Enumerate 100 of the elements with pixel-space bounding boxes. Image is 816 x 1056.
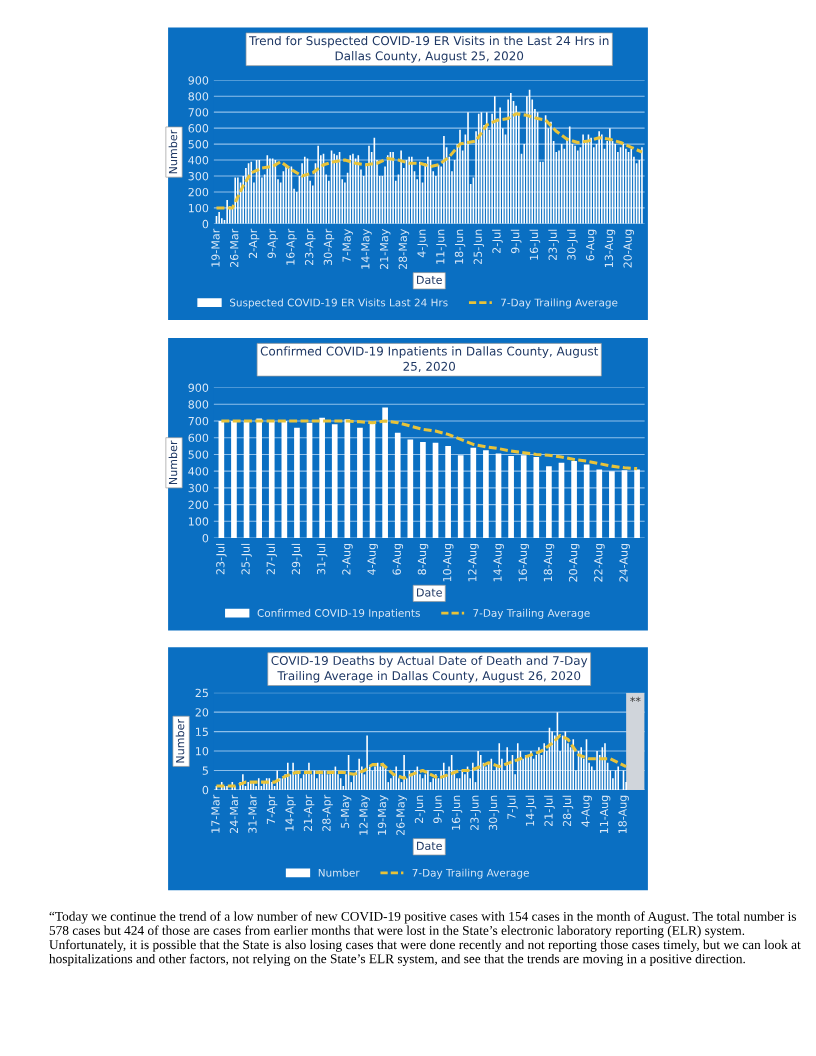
x-tick-label: 18-Jun (454, 229, 466, 264)
y-tick-label: 25 (195, 688, 208, 698)
x-tick-label: 9-Jun (433, 795, 444, 824)
x-tick-label: 19-Mar (211, 228, 220, 267)
x-tick-label: 11-Jun (436, 229, 447, 264)
y-tick-label: 600 (188, 124, 209, 133)
chart-title: Confirmed COVID-19 Inpatients in Dallas County, August 25, 2020 (260, 346, 599, 373)
y-tick-label: 400 (188, 156, 209, 165)
x-tick-label: 2-Jun (414, 795, 426, 823)
x-tick-label: 4-Aug (581, 795, 592, 827)
x-tick-label: 16-Jun (451, 795, 463, 830)
y-tick-label: 900 (188, 76, 209, 85)
x-tick-label: 20-Aug (623, 229, 634, 268)
x-tick-label: 4-Aug (367, 543, 378, 575)
x-tick-label: 22-Aug (594, 543, 605, 582)
x-tick-label: 23-Apr (304, 228, 316, 266)
y-tick-label: 300 (188, 171, 209, 181)
y-tick-label: 500 (188, 450, 209, 459)
y-tick-label: 700 (188, 108, 209, 117)
x-tick-label: 30-Apr (323, 228, 335, 266)
x-axis-title: Date (417, 588, 442, 597)
x-tick-label: 9-Jul (510, 229, 522, 254)
x-tick-label: 25-Jul (241, 543, 252, 575)
x-tick-label: 6-Aug (585, 229, 597, 261)
y-axis-title: Number (168, 129, 178, 174)
x-tick-label: 2-Aug (342, 543, 353, 575)
x-tick-label: 21-Apr (303, 794, 315, 832)
y-tick-label: 0 (202, 785, 209, 795)
x-tick-label: 23-Jul (215, 543, 227, 575)
x-tick-label: 16-Jul (529, 229, 541, 260)
x-tick-label: 5-May (340, 795, 352, 828)
x-tick-label: 31-Mar (248, 794, 257, 834)
x-tick-label: 26-Mar (230, 228, 239, 268)
x-tick-label: 23-Jul (548, 229, 559, 261)
y-tick-label: 800 (188, 92, 209, 101)
y-tick-label: 100 (188, 517, 209, 526)
x-tick-label: 2-Apr (248, 228, 260, 258)
y-tick-label: 20 (195, 708, 209, 717)
chart-title: COVID-19 Deaths by Actual Date of Death and 7-Day Trailing Average in Dallas County, August 26, 2020 (271, 655, 588, 683)
y-axis-title: Number (175, 719, 185, 763)
x-tick-label: 14-Jul (525, 795, 537, 826)
y-tick-label: 800 (188, 400, 209, 409)
y-tick-label: 5 (202, 766, 208, 775)
x-tick-label: 7-Jul (507, 795, 518, 819)
x-tick-label: 26-May (396, 795, 407, 836)
x-tick-label: 13-Aug (604, 229, 616, 268)
x-tick-label: 25-Jun (473, 229, 485, 265)
legend-label: 7-Day Trailing Average (501, 298, 618, 309)
x-tick-label: 7-May (342, 229, 353, 262)
legend-label: 7-Day Trailing Average (412, 868, 529, 879)
y-tick-label: 200 (188, 187, 209, 197)
y-tick-label: 10 (196, 747, 209, 756)
y-tick-label: 300 (188, 483, 209, 493)
x-tick-label: 14-Aug (493, 543, 504, 582)
text: “Today we continue the trend of a low number of new COVID-19 positive cases with 154 cases in the month of August. The total number is 578 cases but 424 of those are cases from earlier months that were lost in the State’s electronic laboratory reporting (ELR) system. Unfortunately, it is possible that the State is also losing cases that were done recently and not reporting those cases timely, but we can look at hospitalizations and other factors, not relying on the State’s ELR system, and see that the trends are moving in a positive direction. (49, 911, 801, 967)
x-tick-label: 29-Jul (291, 543, 303, 575)
x-tick-label: 28-Apr (322, 794, 333, 832)
x-tick-label: 12-Aug (468, 543, 479, 582)
x-tick-label: 21-May (379, 229, 391, 270)
y-tick-label: 15 (196, 727, 208, 736)
x-tick-label: 14-Apr (285, 794, 296, 831)
legend-label: Number (318, 868, 360, 877)
y-tick-label: 900 (188, 383, 209, 392)
band-label: ** (630, 696, 641, 702)
x-tick-label: 12-May (359, 795, 370, 835)
x-tick-label: 30-Jul (567, 229, 578, 261)
x-tick-label: 18-Aug (543, 543, 555, 582)
x-tick-label: 21-Jul (544, 795, 555, 827)
x-tick-label: 24-Mar (229, 794, 239, 834)
x-tick-label: 23-Jun (470, 795, 481, 831)
x-tick-label: 20-Aug (568, 543, 580, 582)
x-tick-label: 30-Jun (488, 795, 500, 831)
x-tick-label: 27-Jul (266, 543, 278, 575)
x-axis-title: Date (417, 841, 442, 851)
y-tick-label: 700 (188, 416, 209, 426)
y-tick-label: 200 (188, 500, 209, 509)
y-tick-label: 100 (188, 203, 209, 213)
x-tick-label: 17-Mar (211, 794, 220, 833)
chart-title: Trend for Suspected COVID-19 ER Visits in the Last 24 Hrs in Dallas County, August 25, 2020 (249, 35, 609, 63)
x-tick-label: 16-Apr (286, 228, 297, 265)
x-tick-label: 10-Aug (442, 543, 454, 582)
legend-label: Confirmed COVID-19 Inpatients (257, 608, 420, 619)
x-tick-label: 28-Jul (562, 795, 574, 827)
x-tick-label: 31-Jul (316, 543, 328, 575)
x-tick-label: 2-Jul (492, 229, 503, 254)
x-tick-label: 24-Aug (619, 543, 630, 582)
x-tick-label: 18-Aug (618, 795, 629, 834)
x-tick-label: 7-Apr (266, 794, 278, 824)
x-tick-label: 6-Aug (392, 543, 404, 575)
x-tick-label: 16-Aug (518, 543, 530, 582)
x-tick-label: 11-Aug (599, 795, 611, 834)
x-tick-label: 14-May (361, 229, 372, 269)
y-tick-label: 500 (188, 140, 209, 149)
y-tick-label: 400 (188, 467, 209, 476)
x-axis-title: Date (417, 275, 442, 285)
y-tick-label: 0 (202, 219, 209, 229)
x-tick-label: 19-May (377, 795, 389, 835)
y-axis-title: Number (168, 440, 178, 485)
legend-label: 7-Day Trailing Average (473, 608, 590, 619)
x-tick-label: 28-May (398, 229, 410, 270)
